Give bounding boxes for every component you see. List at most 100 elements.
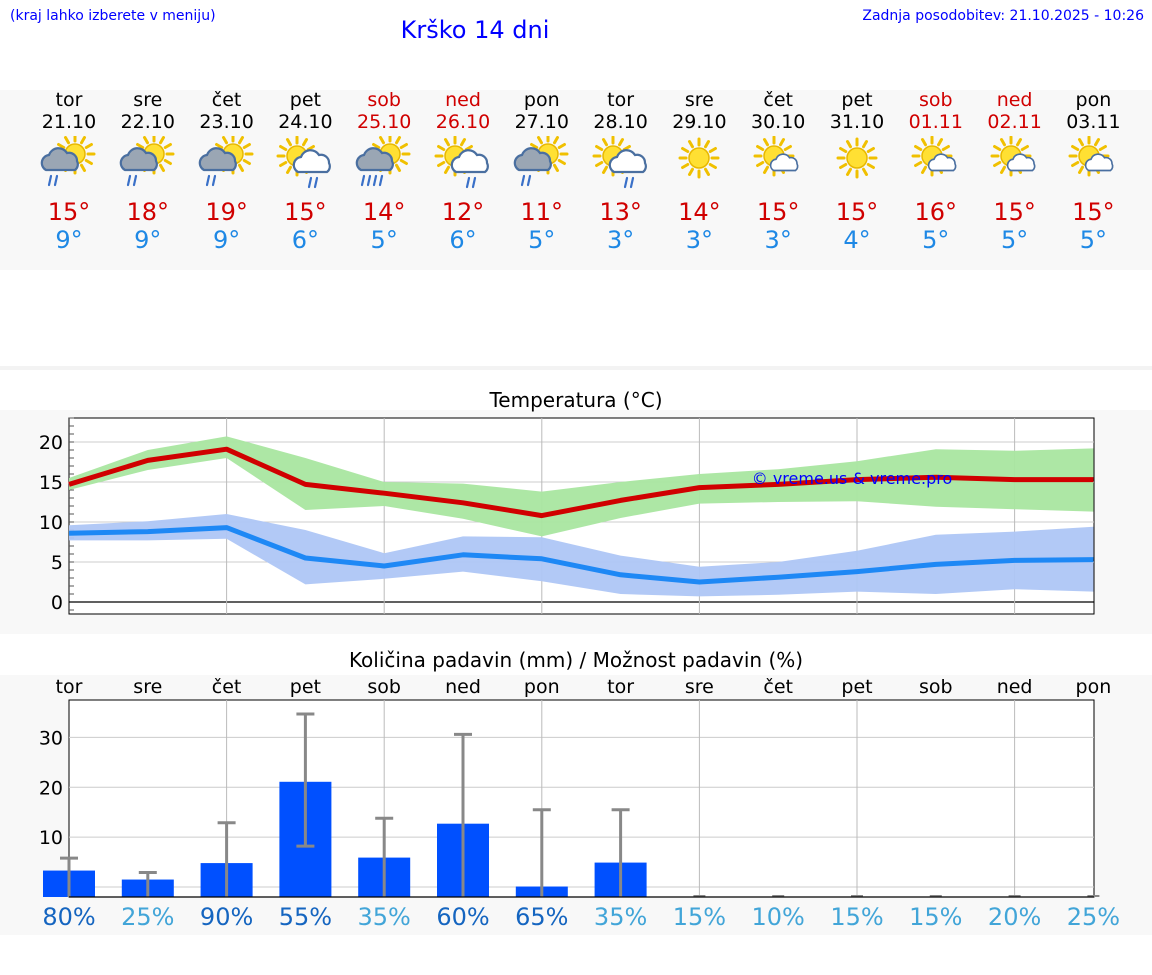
sun-ray xyxy=(536,136,543,145)
rain-drop xyxy=(367,174,372,187)
temperature-chart: 0 5 10 15 20 © vreme.us & vreme.pro xyxy=(39,417,1095,615)
precip-probability: 65% xyxy=(515,903,569,931)
max-temperature: 14° xyxy=(362,198,406,226)
rain-drop xyxy=(47,174,53,187)
day-name: čet xyxy=(211,89,242,111)
sun-ray xyxy=(913,161,923,167)
max-temperature: 19° xyxy=(205,198,248,226)
day-date: 27.10 xyxy=(514,111,569,133)
sun-ray xyxy=(1094,138,1101,147)
precip-probability: 25% xyxy=(1066,903,1121,931)
y-tick-label: 20 xyxy=(39,432,63,454)
sun-ray xyxy=(1020,145,1029,151)
max-temperature-line xyxy=(68,446,1094,519)
sun-ray xyxy=(688,140,695,149)
sun-ray xyxy=(920,165,927,174)
day-date: 23.10 xyxy=(199,111,254,133)
sun-cloud-showers-icon xyxy=(434,136,489,189)
sun-ray xyxy=(444,138,450,147)
precip-probability: 15% xyxy=(830,903,884,931)
precip-probability: 10% xyxy=(751,903,805,931)
sun-ray xyxy=(846,140,852,149)
day-date: 30.10 xyxy=(750,111,806,133)
min-temperature: 5° xyxy=(1079,226,1108,254)
min-temperature: 3° xyxy=(764,226,792,254)
precip-day-label: pon xyxy=(523,676,560,698)
sun-ray xyxy=(242,143,251,149)
sun-ray xyxy=(142,136,149,145)
sun-ray xyxy=(135,143,145,149)
rain-drop xyxy=(53,174,59,187)
cloud-outline xyxy=(608,149,647,174)
sun-ray xyxy=(862,167,868,176)
sun-ray xyxy=(242,159,251,165)
sun-ray xyxy=(617,138,624,147)
day-name: pet xyxy=(841,89,873,111)
cloud-outline xyxy=(927,153,957,172)
day-name: sob xyxy=(919,89,953,111)
sun-ray xyxy=(862,140,868,149)
sun-ray xyxy=(279,161,288,167)
sun-cloud-rain-icon xyxy=(513,136,569,187)
cloud-outline xyxy=(513,147,552,172)
min-temperature: 3° xyxy=(685,226,714,254)
y-tick-label: 30 xyxy=(39,727,63,749)
location-hint[interactable]: (kraj lahko izberete v meniju) xyxy=(10,8,216,24)
rain-drop xyxy=(520,174,525,187)
sun-ray xyxy=(913,145,923,151)
sun-ray xyxy=(302,138,309,147)
min-temperature: 5° xyxy=(1000,226,1029,254)
sun-cloud-rain-icon xyxy=(198,136,254,187)
max-temperature: 15° xyxy=(756,198,800,226)
sun-ray xyxy=(307,145,316,151)
precip-day-label: pet xyxy=(289,676,321,698)
sun-ray xyxy=(1078,138,1085,147)
rain-drop xyxy=(314,176,319,189)
rain-drop xyxy=(126,174,131,187)
sun-ray xyxy=(237,136,244,145)
min-temperature: 3° xyxy=(606,226,635,254)
sun-cloud-heavy-rain-icon xyxy=(355,136,411,187)
precip-day-label: tor xyxy=(607,676,635,698)
rain-drop xyxy=(211,174,216,187)
precip-day-label: sob xyxy=(367,676,401,698)
min-temperature: 4° xyxy=(843,226,871,254)
rain-drop xyxy=(465,176,471,189)
sun-ray xyxy=(1078,165,1085,174)
sun-ray xyxy=(57,143,66,149)
sun-ray xyxy=(866,163,875,169)
cloud-shape xyxy=(513,147,552,172)
sun-ray xyxy=(557,143,566,149)
cloud-outline xyxy=(1006,153,1036,172)
sun-small-cloud-icon xyxy=(911,136,957,177)
precip-probability: 80% xyxy=(42,903,96,931)
max-temperature-range xyxy=(69,436,1094,537)
precip-day-label: pet xyxy=(841,676,873,698)
sun-icon xyxy=(678,137,720,179)
day-date: 22.10 xyxy=(120,111,175,133)
min-temperature: 6° xyxy=(291,226,320,254)
sun-ray xyxy=(681,163,690,169)
max-temperature: 12° xyxy=(441,198,485,226)
sun-ray xyxy=(846,167,852,176)
sun-ray xyxy=(763,165,770,174)
precip-probability: 20% xyxy=(987,903,1042,931)
sun-ray xyxy=(704,140,711,149)
rain-drop xyxy=(132,174,137,187)
sun-ray xyxy=(779,138,786,147)
y-tick-label: 15 xyxy=(39,472,63,494)
y-tick-label: 10 xyxy=(39,512,63,534)
sun-ray xyxy=(936,138,943,147)
sun-ray xyxy=(214,143,223,149)
max-temperature: 15° xyxy=(1072,198,1115,226)
sun-disc xyxy=(688,147,711,169)
sun-ray xyxy=(163,143,172,149)
sun-ray xyxy=(84,143,93,149)
last-updated: Zadnja posodobitev: 21.10.2025 - 10:26 xyxy=(862,8,1144,24)
day-name: sre xyxy=(133,89,163,111)
precip-day-label: čet xyxy=(211,676,242,698)
temperature-chart-title: Temperatura (°C) xyxy=(489,388,663,412)
rain-drop xyxy=(373,174,378,187)
sun-cloud-rain-icon xyxy=(40,136,96,187)
max-temperature: 16° xyxy=(914,198,958,226)
